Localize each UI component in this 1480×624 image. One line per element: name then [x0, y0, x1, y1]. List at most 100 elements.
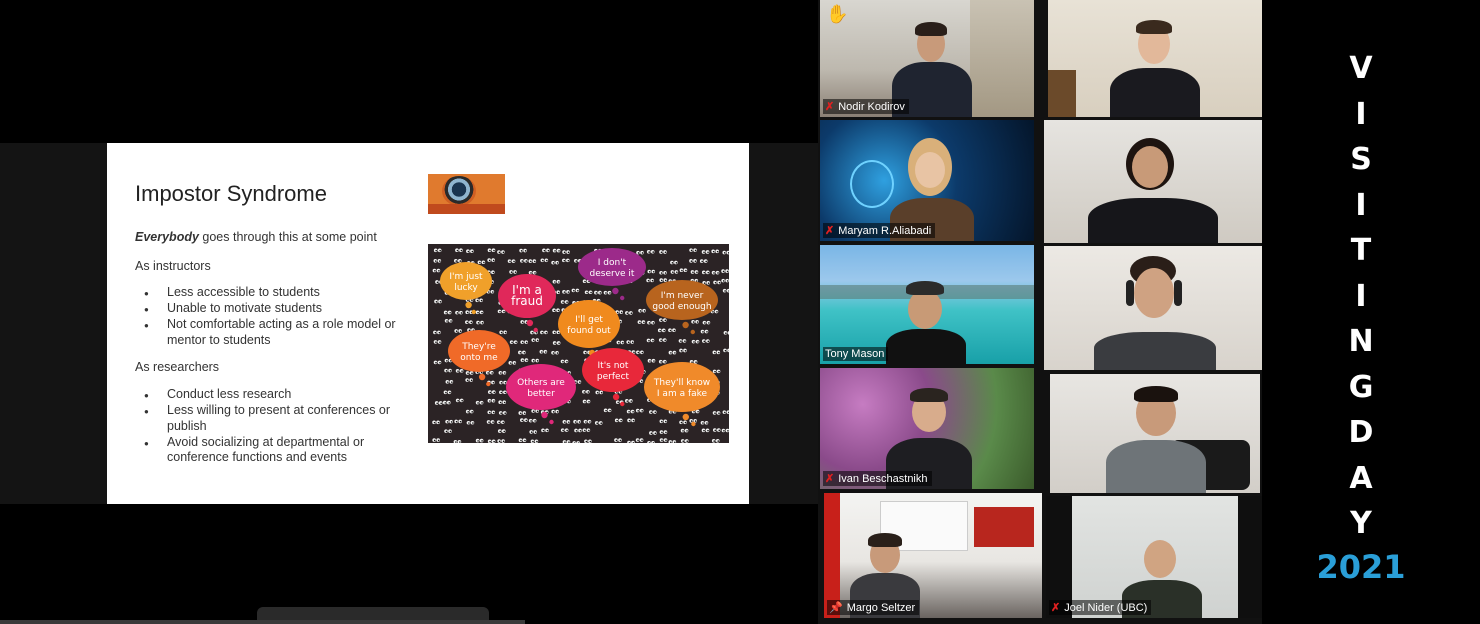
cartoon-pupil	[500, 412, 502, 415]
video-tile-tony-mason[interactable]: Tony Mason	[820, 245, 1034, 364]
cartoon-pupil	[435, 260, 437, 262]
video-tile-margo-seltzer[interactable]: 📌 Margo Seltzer	[824, 493, 1042, 618]
cartoon-pupil	[504, 391, 507, 394]
cartoon-pupil	[712, 311, 714, 313]
video-tile-nodir-kodirov[interactable]: ✋ ✗ Nodir Kodirov	[820, 0, 1034, 117]
cartoon-pupil	[584, 400, 586, 403]
cartoon-pupil	[695, 361, 697, 363]
cartoon-pupil	[534, 420, 536, 422]
brand-letter: A	[1349, 460, 1373, 496]
cartoon-pupil	[568, 401, 571, 403]
cartoon-pupil	[693, 410, 695, 413]
cartoon-pupil	[545, 351, 547, 353]
thought-bubble-text: I'm never	[661, 291, 704, 301]
cartoon-pupil	[600, 391, 603, 394]
cartoon-pupil	[616, 419, 618, 422]
share-toolbar-tab[interactable]	[257, 607, 489, 624]
video-tile-maryam-r-aliabadi[interactable]: ✗ Maryam R.Aliabadi	[820, 120, 1034, 241]
cartoon-pupil	[525, 341, 528, 344]
cartoon-pupil	[492, 259, 495, 262]
cartoon-pupil	[532, 360, 535, 362]
cartoon-pupil	[714, 429, 717, 432]
cartoon-pupil	[519, 412, 522, 415]
cartoon-pupil	[471, 250, 474, 253]
cartoon-pupil	[558, 250, 560, 252]
thought-bubble-text: deserve it	[590, 269, 635, 279]
cartoon-pupil	[457, 370, 459, 372]
cartoon-pupil	[562, 429, 564, 432]
cartoon-pupil	[588, 400, 590, 403]
cartoon-pupil	[714, 281, 717, 284]
cartoon-pupil	[584, 429, 586, 432]
cartoon-pupil	[433, 439, 436, 442]
cartoon-pupil	[628, 410, 630, 413]
cartoon-pupil	[648, 339, 650, 342]
thought-bubble-dot	[612, 393, 620, 401]
cartoon-pupil	[575, 381, 577, 384]
cartoon-pupil	[445, 311, 447, 314]
muted-mic-icon: ✗	[825, 225, 835, 237]
slide-intro: Everybody goes through this at some poin…	[135, 230, 377, 244]
cartoon-pupil	[651, 279, 654, 282]
cartoon-pupil	[672, 271, 674, 274]
cartoon-pupil	[703, 271, 706, 274]
cartoon-pupil	[557, 309, 560, 312]
cartoon-pupil	[504, 382, 507, 384]
video-tile-ivan-beschastnikh[interactable]: ✗ Ivan Beschastnikh	[820, 368, 1034, 489]
cartoon-pupil	[584, 280, 586, 283]
cartoon-pupil	[707, 429, 709, 432]
video-tile-participant-4[interactable]	[1044, 120, 1262, 243]
cartoon-pupil	[648, 442, 651, 443]
brand-letter: I	[1355, 187, 1367, 223]
video-tile-joel-nider[interactable]: ✗ Joel Nider (UBC)	[1046, 496, 1262, 618]
cartoon-pupil	[573, 289, 575, 292]
video-tile-participant-2[interactable]	[1048, 0, 1262, 117]
section-heading-instructors: As instructors	[135, 259, 211, 273]
cartoon-pupil	[680, 349, 683, 352]
cartoon-pupil	[660, 319, 663, 322]
cartoon-pupil	[499, 430, 502, 433]
cartoon-pupil	[641, 380, 643, 383]
cartoon-pupil	[632, 419, 635, 422]
video-tile-participant-8[interactable]	[1050, 374, 1260, 493]
cartoon-pupil	[664, 361, 667, 363]
cartoon-pupil	[435, 300, 438, 303]
thought-bubble-shape	[646, 280, 718, 320]
video-tile-participant-6[interactable]	[1044, 246, 1262, 370]
cartoon-pupil	[488, 421, 490, 424]
cartoon-pupil	[605, 409, 607, 412]
cartoon-pupil	[578, 421, 581, 423]
cartoon-pupil	[659, 329, 662, 332]
cartoon-pupil	[702, 422, 704, 424]
cartoon-pupil	[480, 299, 483, 302]
cartoon-pupil	[488, 259, 491, 262]
cartoon-pupil	[445, 391, 447, 394]
cartoon-pupil	[440, 402, 442, 405]
cartoon-pupil	[477, 440, 479, 442]
cartoon-pupil	[691, 361, 693, 363]
cartoon-pupil	[446, 320, 448, 322]
cartoon-pupil	[563, 251, 566, 254]
cartoon-pupil	[701, 260, 703, 263]
cartoon-pupil	[553, 331, 556, 334]
thought-bubble-text: Others are	[517, 378, 565, 388]
cartoon-pupil	[653, 360, 655, 362]
thought-bubble-dot	[620, 295, 625, 301]
cartoon-pupil	[536, 410, 539, 413]
cartoon-pupil	[724, 349, 727, 352]
cartoon-pupil	[566, 360, 568, 363]
brand-letter: Y	[1350, 506, 1372, 541]
cartoon-pupil	[673, 329, 676, 332]
cartoon-pupil	[693, 341, 695, 343]
cartoon-pupil	[589, 421, 591, 423]
cartoon-pupil	[589, 440, 592, 443]
cartoon-pupil	[696, 321, 699, 323]
cartoon-pupil	[554, 250, 556, 252]
thought-bubble-shape	[578, 248, 646, 286]
cartoon-pupil	[661, 420, 663, 423]
cartoon-pupil	[718, 429, 721, 432]
thought-bubble-shape	[644, 362, 720, 412]
